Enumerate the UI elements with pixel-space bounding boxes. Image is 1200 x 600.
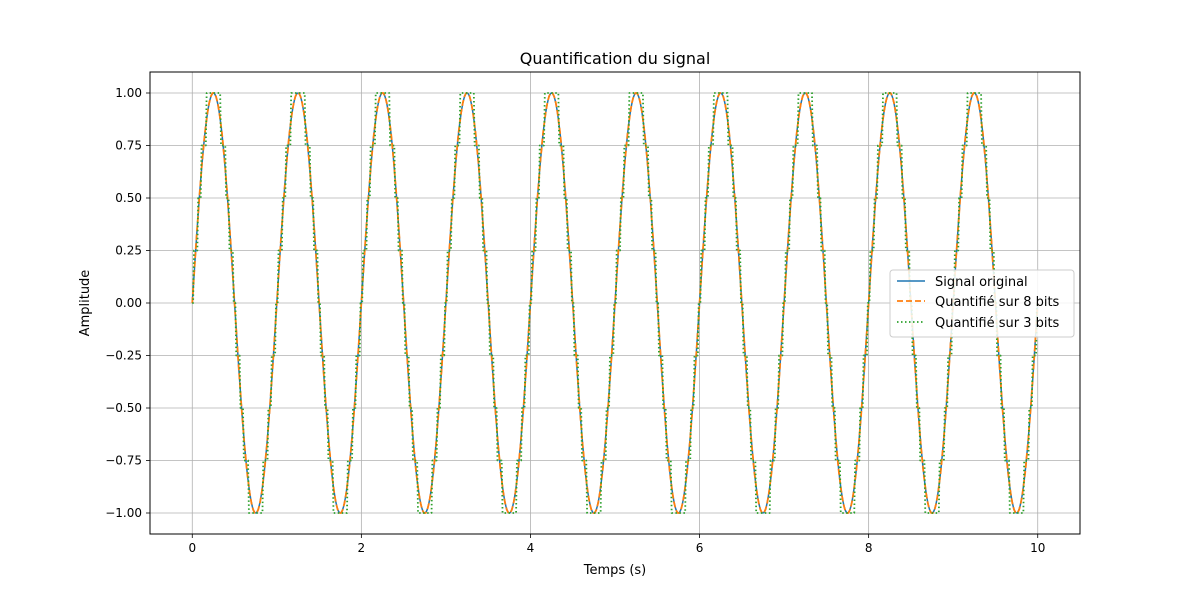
y-tick-label: −0.50 <box>105 401 142 415</box>
y-tick-label: −0.25 <box>105 349 142 363</box>
y-tick-label: 0.50 <box>115 191 142 205</box>
y-axis-label: Amplitude <box>78 270 93 337</box>
x-tick-label: 6 <box>696 541 704 555</box>
series-line-3-bits <box>192 92 1038 514</box>
legend-label-3-bits: Quantifié sur 3 bits <box>935 316 1060 331</box>
plot-lines <box>191 92 1039 514</box>
legend-label-signal-original: Signal original <box>935 275 1028 290</box>
x-tick-label: 4 <box>527 541 535 555</box>
y-tick-label: 0.00 <box>115 296 142 310</box>
x-tick-label: 2 <box>358 541 366 555</box>
x-tick-label: 8 <box>865 541 873 555</box>
legend-label-8-bits: Quantifié sur 8 bits <box>935 295 1060 310</box>
y-tick-label: 0.75 <box>115 139 142 153</box>
x-tick-label: 10 <box>1030 541 1045 555</box>
axis-ticks: 0 2 4 6 8 10 1.00 0.75 0.50 0.25 0.00 −0.25 −0.50 −0.… <box>105 86 1045 555</box>
legend: Signal original Quantifié sur 8 bits Qua… <box>889 269 1075 338</box>
y-tick-label: −1.00 <box>105 506 142 520</box>
chart-title: Quantification du signal <box>520 49 711 68</box>
x-tick-label: 0 <box>188 541 196 555</box>
y-tick-label: −0.75 <box>105 454 142 468</box>
legend-box <box>889 269 1075 338</box>
y-tick-label: 1.00 <box>115 86 142 100</box>
x-axis-label: Temps (s) <box>583 563 646 578</box>
y-tick-label: 0.25 <box>115 244 142 258</box>
